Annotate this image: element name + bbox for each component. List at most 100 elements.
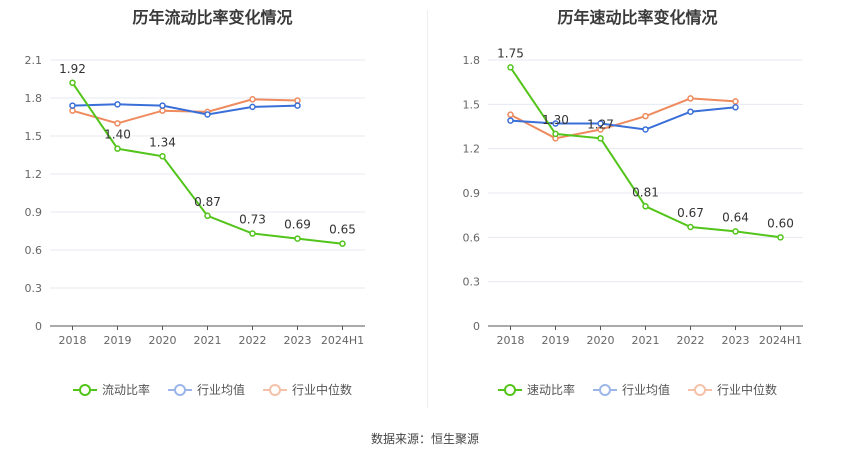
data-label: 0.64 bbox=[722, 210, 749, 224]
data-point bbox=[777, 234, 784, 241]
legend-swatch bbox=[167, 383, 192, 396]
y-tick-label: 1.8 bbox=[463, 54, 481, 67]
data-point bbox=[159, 102, 166, 109]
data-point bbox=[642, 203, 649, 210]
data-point bbox=[249, 230, 256, 237]
legend-item-industry-mean[interactable]: 行业均值 bbox=[592, 381, 670, 398]
y-tick-label: 0.6 bbox=[463, 231, 481, 244]
legend-label: 行业中位数 bbox=[717, 383, 778, 397]
data-point bbox=[732, 104, 739, 111]
data-label: 0.87 bbox=[194, 195, 221, 209]
data-point bbox=[159, 153, 166, 160]
legend-label: 流动比率 bbox=[101, 383, 150, 397]
x-tick-label: 2021 bbox=[194, 334, 222, 347]
data-point bbox=[69, 102, 76, 109]
y-tick-label: 0.6 bbox=[25, 244, 43, 257]
data-point bbox=[687, 108, 694, 115]
x-tick-label: 2024H1 bbox=[321, 334, 364, 347]
data-point bbox=[159, 107, 166, 114]
y-tick-label: 0.3 bbox=[25, 282, 43, 295]
y-tick-label: 0 bbox=[35, 320, 42, 333]
data-point bbox=[204, 111, 211, 118]
y-tick-label: 0.9 bbox=[463, 187, 481, 200]
data-label: 1.92 bbox=[59, 62, 86, 76]
x-tick-label: 2020 bbox=[149, 334, 177, 347]
legend-swatch bbox=[72, 383, 97, 396]
y-tick-label: 0.9 bbox=[25, 206, 43, 219]
data-label: 0.67 bbox=[677, 206, 704, 220]
legend: 流动比率 行业均值 行业中位数 bbox=[0, 381, 425, 398]
data-point bbox=[69, 107, 76, 114]
chart-title: 历年流动比率变化情况 bbox=[132, 8, 293, 27]
y-tick-label: 1.2 bbox=[25, 168, 43, 181]
x-tick-label: 2019 bbox=[542, 334, 570, 347]
legend-label: 行业均值 bbox=[196, 383, 245, 397]
data-point bbox=[69, 79, 76, 87]
data-point bbox=[732, 98, 739, 105]
data-point bbox=[552, 120, 559, 127]
x-tick-label: 2023 bbox=[722, 334, 750, 347]
legend-item-industry-median[interactable]: 行业中位数 bbox=[688, 381, 777, 398]
data-point bbox=[597, 126, 604, 133]
legend-item-industry-median[interactable]: 行业中位数 bbox=[263, 381, 352, 398]
legend-item-quick-ratio[interactable]: 速动比率 bbox=[497, 381, 575, 398]
x-tick-label: 2018 bbox=[497, 334, 525, 347]
current-ratio-chart: 0 0.3 0.6 0.9 1.2 1.5 1.8 2.1 2018 2019 2020 2021 20… bbox=[25, 54, 365, 347]
chart-title: 历年速动比率变化情况 bbox=[557, 8, 718, 27]
y-tick-label: 0 bbox=[473, 320, 480, 333]
legend-item-current-ratio[interactable]: 流动比率 bbox=[72, 381, 150, 398]
data-point bbox=[204, 212, 211, 220]
y-tick-label: 0.3 bbox=[463, 276, 481, 289]
data-label: 0.81 bbox=[632, 185, 659, 199]
x-tick-label: 2023 bbox=[284, 334, 312, 347]
data-label: 1.40 bbox=[104, 128, 131, 142]
data-label: 1.27 bbox=[587, 117, 614, 131]
panel-divider bbox=[427, 10, 428, 408]
data-point bbox=[249, 103, 256, 111]
series-line-2 bbox=[510, 97, 736, 140]
legend-swatch bbox=[263, 383, 287, 396]
data-point bbox=[294, 97, 301, 104]
x-tick-label: 2022 bbox=[239, 334, 267, 347]
y-tick-label: 1.5 bbox=[463, 98, 481, 111]
x-tick-label: 2018 bbox=[59, 334, 87, 347]
legend-item-industry-mean[interactable]: 行业均值 bbox=[167, 381, 245, 398]
x-tick-label: 2020 bbox=[587, 334, 615, 347]
y-tick-label: 1.2 bbox=[463, 143, 481, 156]
data-point bbox=[642, 126, 649, 133]
quick-ratio-chart: 0 0.3 0.6 0.9 1.2 1.5 1.8 2018 2019 2020 2021 2022 2… bbox=[463, 46, 803, 347]
legend-label: 行业中位数 bbox=[292, 383, 353, 397]
data-point bbox=[507, 64, 514, 71]
y-tick-label: 2.1 bbox=[25, 54, 43, 67]
legend-swatch bbox=[688, 383, 712, 396]
data-point bbox=[687, 95, 694, 102]
x-tick-label: 2019 bbox=[104, 334, 132, 347]
legend: 速动比率 行业均值 行业中位数 bbox=[425, 381, 850, 398]
data-point bbox=[597, 120, 604, 127]
data-point bbox=[294, 102, 301, 109]
data-point bbox=[114, 101, 121, 108]
data-point bbox=[507, 111, 514, 118]
data-point bbox=[597, 135, 604, 142]
data-point bbox=[687, 223, 694, 231]
data-point bbox=[114, 120, 121, 127]
data-label: 1.75 bbox=[497, 46, 524, 60]
quick-ratio-chart-panel: 历年速动比率变化情况 0 0.3 0.6 0.9 1.2 1.5 1.8 2018 2019 20… bbox=[425, 0, 850, 420]
x-tick-label: 2024H1 bbox=[759, 334, 802, 347]
data-label: 0.69 bbox=[284, 218, 311, 232]
data-label: 0.65 bbox=[329, 223, 356, 237]
legend-swatch bbox=[497, 383, 522, 396]
data-label: 0.60 bbox=[767, 216, 794, 230]
data-point bbox=[294, 235, 301, 242]
data-label: 0.73 bbox=[239, 213, 266, 227]
current-ratio-chart-panel: 历年流动比率变化情况 0 0.3 0.6 0.9 1.2 1.5 1.8 2.1 2018 201… bbox=[0, 0, 425, 420]
data-point bbox=[552, 130, 559, 138]
series-line-1 bbox=[72, 103, 298, 116]
x-tick-label: 2022 bbox=[677, 334, 705, 347]
data-point bbox=[642, 112, 649, 120]
data-point bbox=[732, 228, 739, 235]
data-point bbox=[249, 96, 256, 103]
data-label: 1.30 bbox=[542, 113, 569, 127]
data-point bbox=[114, 145, 121, 152]
data-label: 1.34 bbox=[149, 135, 176, 149]
